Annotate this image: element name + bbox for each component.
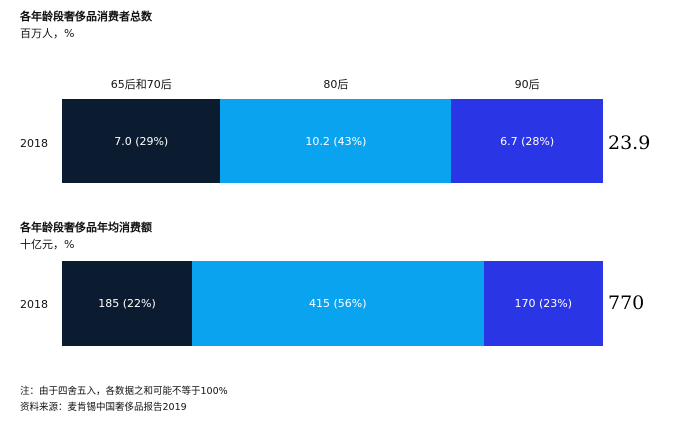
- chart-2-total: 770: [608, 292, 645, 314]
- chart-1-unit: 百万人，%: [20, 27, 75, 40]
- chart-2-segment-1: 185 (22%): [62, 261, 192, 346]
- chart-1-segment-3-label: 6.7 (28%): [500, 134, 555, 148]
- legend-label-3: 90后: [514, 78, 540, 91]
- chart-1-bar: 7.0 (29%) 10.2 (43%) 6.7 (28%): [62, 99, 603, 183]
- chart-2-unit: 十亿元，%: [20, 238, 75, 251]
- legend-label-2: 80后: [323, 78, 349, 91]
- chart-2-segment-1-label: 185 (22%): [98, 297, 156, 310]
- legend-label-1: 65后和70后: [110, 78, 172, 91]
- rounding-note: 注：由于四舍五入，各数据之和可能不等于100%: [20, 386, 228, 397]
- chart-1-title: 各年龄段奢侈品消费者总数: [20, 10, 152, 23]
- chart-1-total: 23.9: [608, 132, 651, 154]
- chart-2-year-label: 2018: [20, 298, 48, 311]
- chart-2-segment-3: 170 (23%): [483, 261, 603, 346]
- chart-2-segment-2-label: 415 (56%): [308, 297, 367, 310]
- chart-2-bar: 185 (22%) 415 (56%) 170 (23%): [62, 261, 603, 346]
- chart-1-segment-1: 7.0 (29%): [62, 99, 221, 183]
- chart-1-segment-1-label: 7.0 (29%): [114, 134, 169, 148]
- source-note: 资料来源：麦肯锡中国奢侈品报告2019: [20, 402, 187, 413]
- chart-1-segment-2: 10.2 (43%): [220, 99, 452, 183]
- chart-1-segment-3: 6.7 (28%): [451, 99, 603, 183]
- chart-2-segment-2: 415 (56%): [191, 261, 484, 346]
- chart-2-title: 各年龄段奢侈品年均消费额: [20, 221, 152, 234]
- chart-1-year-label: 2018: [20, 137, 48, 150]
- chart-2-segment-3-label: 170 (23%): [514, 297, 573, 310]
- chart-1-segment-2-label: 10.2 (43%): [305, 134, 367, 148]
